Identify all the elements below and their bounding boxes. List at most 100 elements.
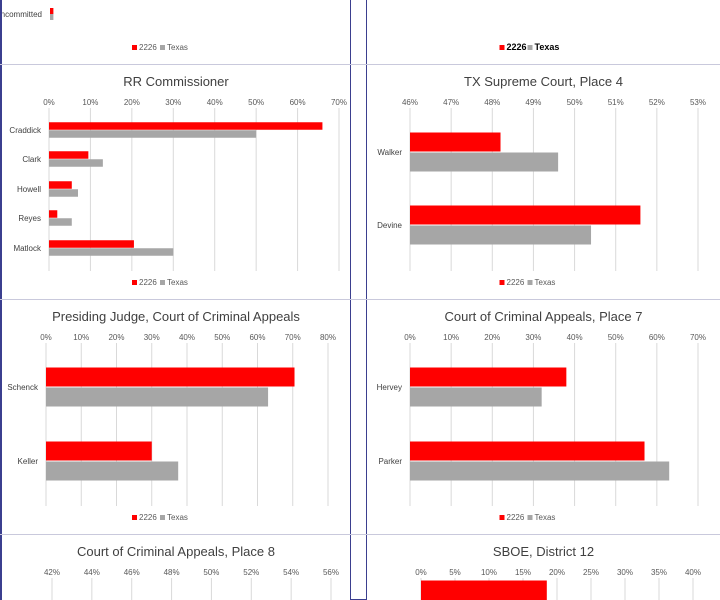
x-tick-label: 20% — [549, 568, 565, 577]
category-label: Matlock — [13, 244, 42, 253]
x-tick-label: 46% — [124, 568, 140, 577]
bar-2226-craddick — [49, 122, 323, 130]
bar-2226-hervey — [410, 367, 567, 387]
category-label: Craddick — [9, 126, 42, 135]
legend-label-2226: 2226 — [507, 42, 527, 52]
category-label: Clark — [22, 155, 42, 164]
legend-label-2226: 2226 — [507, 278, 525, 287]
x-tick-label: 52% — [243, 568, 259, 577]
legend-label-2226: 2226 — [507, 513, 525, 522]
x-tick-label: 48% — [484, 98, 500, 107]
bar-2226--partial- — [421, 580, 547, 600]
category-label: Devine — [377, 221, 402, 230]
page-left-border — [0, 0, 2, 600]
bar-texas-reyes — [49, 218, 72, 226]
chart-svg-top-left: Uncommitted 2226 Texas — [2, 8, 188, 52]
bar-texas-uncommitted — [50, 14, 54, 20]
x-tick-label: 0% — [40, 333, 52, 342]
x-tick-label: 42% — [44, 568, 60, 577]
bar-2226-howell — [49, 181, 72, 189]
x-tick-label: 46% — [402, 98, 418, 107]
x-tick-label: 0% — [404, 333, 416, 342]
page-bottom-border — [0, 598, 720, 600]
x-tick-label: 50% — [214, 333, 230, 342]
x-tick-label: 60% — [649, 333, 665, 342]
chart-title: Court of Criminal Appeals, Place 8 — [77, 544, 275, 559]
x-tick-label: 52% — [649, 98, 665, 107]
bar-2226-parker — [410, 441, 645, 461]
legend-swatch-2226 — [132, 45, 137, 50]
chart-svg-rr-commissioner: 0% 10% 20% 30% 40% 50% 60% 70% RR Commissioner Cr… — [9, 74, 347, 287]
chart-panel-top-left: Uncommitted 2226 Texas — [2, 0, 350, 64]
x-tick-label: 70% — [690, 333, 706, 342]
legend-label-texas: Texas — [167, 513, 188, 522]
chart-svg-top-right: Cruz2226Texas — [499, 42, 559, 52]
legend-label-2226: 2226 — [139, 513, 157, 522]
chart-title: Court of Criminal Appeals, Place 7 — [445, 309, 643, 324]
category-label: Parker — [378, 457, 402, 466]
x-tick-label: 40% — [179, 333, 195, 342]
x-tick-label: 47% — [443, 98, 459, 107]
x-tick-label: 48% — [164, 568, 180, 577]
chart-title: Presiding Judge, Court of Criminal Appea… — [52, 309, 300, 324]
chart-title: RR Commissioner — [123, 74, 229, 89]
bar-2226-walker — [410, 132, 501, 152]
grid-divider-row-1 — [0, 64, 720, 65]
chart-panel-top-right: Cruz2226Texas — [367, 0, 720, 64]
bar-2226-devine — [410, 205, 641, 225]
chart-panel-tx-supreme-court-place-4: 46% 47% 48% 49% 50% 51% 52% 53% TX Supreme Court… — [367, 65, 720, 299]
x-tick-label: 20% — [124, 98, 140, 107]
x-tick-label: 40% — [567, 333, 583, 342]
legend-label-texas: Texas — [167, 43, 188, 52]
bar-texas-craddick — [49, 130, 257, 138]
x-tick-label: 49% — [525, 98, 541, 107]
x-tick-label: 51% — [608, 98, 624, 107]
bar-texas-walker — [410, 152, 559, 172]
x-tick-label: 70% — [285, 333, 301, 342]
chart-panel-sboe-district-12: 0% 5% 10% 15% 20% 25% 30% 35% 40% SBOE, District … — [367, 535, 720, 600]
x-tick-label: 40% — [685, 568, 701, 577]
x-tick-label: 40% — [207, 98, 223, 107]
bar-texas-howell — [49, 189, 78, 197]
legend-swatch-texas — [160, 515, 165, 520]
x-tick-label: 10% — [73, 333, 89, 342]
x-tick-label: 44% — [84, 568, 100, 577]
bar-2226-matlock — [49, 240, 134, 248]
x-tick-label: 50% — [567, 98, 583, 107]
legend-swatch-texas — [527, 45, 533, 50]
bar-2226-keller — [46, 441, 152, 461]
x-tick-label: 30% — [165, 98, 181, 107]
x-tick-label: 10% — [443, 333, 459, 342]
legend-swatch-2226 — [132, 515, 137, 520]
x-tick-label: 25% — [583, 568, 599, 577]
legend-label-texas: Texas — [535, 278, 556, 287]
legend-label-texas: Texas — [535, 513, 556, 522]
chart-svg-presiding-judge-cca: 0% 10% 20% 30% 40% 50% 60% 70% 80% Presiding Judg… — [7, 309, 336, 522]
bar-texas-hervey — [410, 387, 542, 407]
chart-panel-cca-place-8: 42% 44% 46% 48% 50% 52% 54% 56% Court of Crimina… — [2, 535, 350, 600]
chart-panel-cca-place-7: 0% 10% 20% 30% 40% 50% 60% 70% Court of Criminal… — [367, 300, 720, 534]
x-tick-label: 50% — [248, 98, 264, 107]
x-tick-label: 10% — [82, 98, 98, 107]
grid-divider-vertical-left — [350, 0, 351, 600]
bar-2226-clark — [49, 151, 89, 159]
chart-svg-sboe-district-12: 0% 5% 10% 15% 20% 25% 30% 35% 40% SBOE, District … — [415, 544, 701, 600]
category-label: Walker — [377, 148, 402, 157]
x-tick-label: 30% — [144, 333, 160, 342]
grid-divider-row-2 — [0, 299, 720, 300]
x-tick-label: 20% — [108, 333, 124, 342]
chart-svg-cca-place-7: 0% 10% 20% 30% 40% 50% 60% 70% Court of Criminal… — [377, 309, 706, 522]
legend-label-texas: Texas — [167, 278, 188, 287]
category-label: Keller — [18, 457, 39, 466]
chart-panel-rr-commissioner: 0% 10% 20% 30% 40% 50% 60% 70% RR Commissioner Cr… — [2, 65, 350, 299]
grid-divider-row-3 — [0, 534, 720, 535]
chart-title: TX Supreme Court, Place 4 — [464, 74, 623, 89]
x-tick-label: 70% — [331, 98, 347, 107]
category-label: Reyes — [18, 214, 41, 223]
grid-divider-vertical-right — [366, 0, 367, 600]
bar-texas-parker — [410, 461, 670, 481]
x-tick-label: 56% — [323, 568, 339, 577]
chart-svg-cca-place-8: 42% 44% 46% 48% 50% 52% 54% 56% Court of Crimina… — [44, 544, 339, 600]
legend-swatch-2226 — [499, 45, 505, 50]
x-tick-label: 80% — [320, 333, 336, 342]
